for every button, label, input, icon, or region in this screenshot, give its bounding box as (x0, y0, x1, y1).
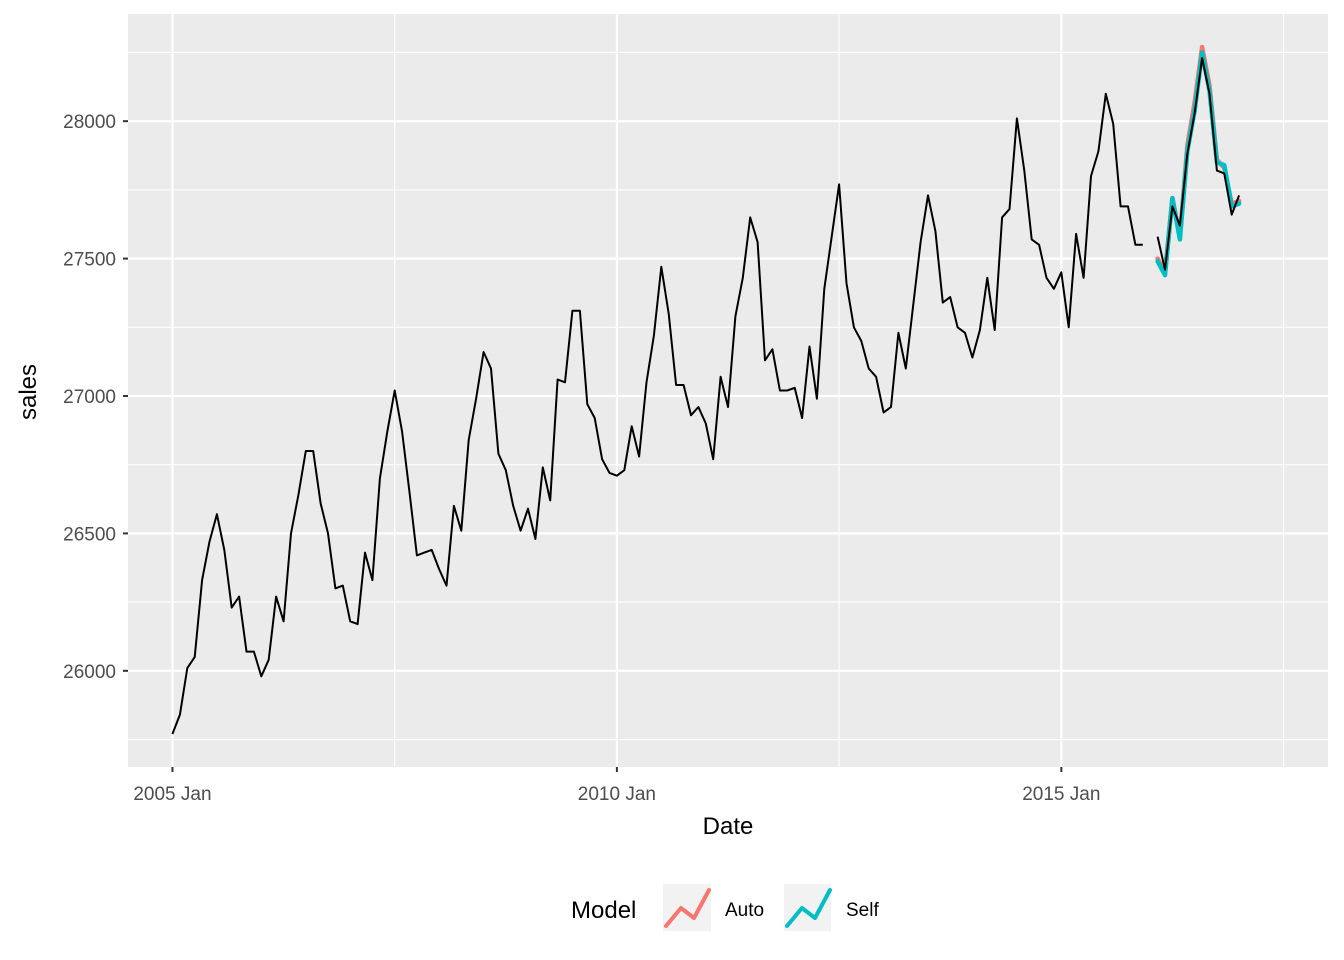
y-axis-title: sales (15, 364, 42, 420)
y-tick-label: 26500 (63, 524, 116, 545)
x-axis-title: Date (703, 813, 754, 840)
y-tick-label: 27000 (63, 387, 116, 408)
legend-swatch-self (785, 888, 832, 928)
grid-minor (128, 14, 1328, 767)
y-axis: 26000 26500 27000 27500 28000 (63, 112, 128, 683)
legend-item-self: Self (784, 884, 879, 931)
x-tick-label: 2010 Jan (578, 784, 656, 805)
legend-label-self: Self (846, 900, 879, 921)
legend-key-auto (663, 884, 711, 931)
y-tick-label: 27500 (63, 250, 116, 271)
legend: Model Auto Self (571, 884, 879, 931)
plot-panel (128, 14, 1328, 767)
series-layer (171, 44, 1242, 735)
legend-item-auto: Auto (663, 884, 764, 931)
legend-swatch-auto (664, 888, 711, 928)
x-tick-label: 2015 Jan (1022, 784, 1100, 805)
legend-title: Model (571, 897, 636, 924)
y-tick-label: 28000 (63, 112, 116, 133)
test-actual-line (1156, 57, 1241, 271)
actual-sales-line (171, 92, 1143, 735)
x-axis: 2005 Jan 2010 Jan 2015 Jan (133, 767, 1100, 805)
y-tick-label: 26000 (63, 662, 116, 683)
x-tick-label: 2005 Jan (133, 784, 211, 805)
legend-label-auto: Auto (725, 900, 764, 921)
